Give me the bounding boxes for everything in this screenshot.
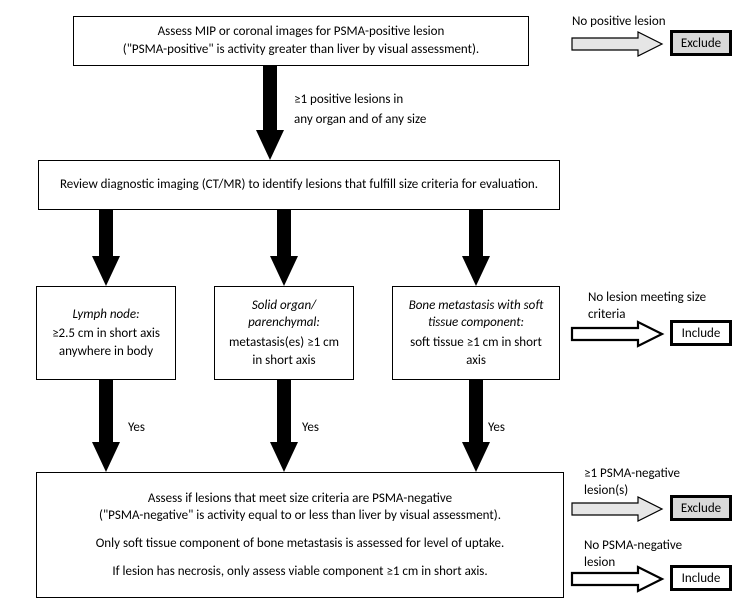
yes-label-1: Yes <box>128 420 145 437</box>
ge1-positive-b: any organ and of any size <box>294 112 426 129</box>
lymph-box: Lymph node: ≥2.5 cm in short axis anywhe… <box>36 286 176 380</box>
assess-neg-line1: Assess if lesions that meet size criteri… <box>148 490 452 508</box>
no-positive-label: No positive lesion <box>572 14 666 31</box>
arrow-down-right2 <box>462 380 490 472</box>
assess-mip-line1: Assess MIP or coronal images for PSMA-po… <box>158 23 445 41</box>
exclude-label-2: Exclude <box>681 501 721 516</box>
hollow-arrow-2 <box>572 322 662 346</box>
yes-label-2: Yes <box>302 420 319 437</box>
arrow-down-1 <box>256 66 284 160</box>
bone-body: soft tissue ≥1 cm in short axis <box>401 334 551 369</box>
arrow-down-left <box>92 210 120 286</box>
hollow-arrow-3 <box>572 497 662 521</box>
arrow-down-mid2 <box>270 380 298 472</box>
hollow-arrow-1 <box>572 32 662 56</box>
lymph-title: Lymph node: <box>72 306 139 324</box>
bone-title: Bone metastasis with soft tissue compone… <box>401 297 551 332</box>
arrow-down-left2 <box>92 380 120 472</box>
no-size-label: No lesion meeting size criteria <box>588 290 708 324</box>
review-diag-text: Review diagnostic imaging (CT/MR) to ide… <box>60 176 538 194</box>
solid-body: metastasis(es) ≥1 cm in short axis <box>223 334 345 369</box>
solid-box: Solid organ/ parenchymal: metastasis(es)… <box>214 286 354 380</box>
assess-mip-line2: ("PSMA-positive" is activity greater tha… <box>123 41 479 59</box>
include-label-2: Include <box>682 571 721 586</box>
assess-mip-box: Assess MIP or coronal images for PSMA-po… <box>73 16 529 66</box>
yes-label-3: Yes <box>488 420 505 437</box>
exclude-box-1: Exclude <box>670 30 732 56</box>
exclude-label-1: Exclude <box>681 36 721 51</box>
include-label-1: Include <box>682 326 721 341</box>
solid-title: Solid organ/ parenchymal: <box>223 297 345 332</box>
assess-neg-line4: If lesion has necrosis, only assess viab… <box>112 563 487 581</box>
ge1-neg-label: ≥1 PSMA-negative lesion(s) <box>584 466 714 500</box>
assess-neg-box: Assess if lesions that meet size criteri… <box>36 472 564 598</box>
arrow-down-mid <box>270 210 298 286</box>
assess-neg-line3: Only soft tissue component of bone metas… <box>96 535 505 553</box>
assess-neg-line2: ("PSMA-negative" is activity equal to or… <box>99 507 501 525</box>
ge1-positive-a: ≥1 positive lesions in <box>294 92 403 109</box>
hollow-arrow-4 <box>572 567 662 591</box>
lymph-body: ≥2.5 cm in short axis anywhere in body <box>45 325 167 360</box>
bone-box: Bone metastasis with soft tissue compone… <box>392 286 560 380</box>
include-box-1: Include <box>670 320 732 346</box>
review-diag-box: Review diagnostic imaging (CT/MR) to ide… <box>38 160 560 210</box>
arrow-down-right <box>462 210 490 286</box>
